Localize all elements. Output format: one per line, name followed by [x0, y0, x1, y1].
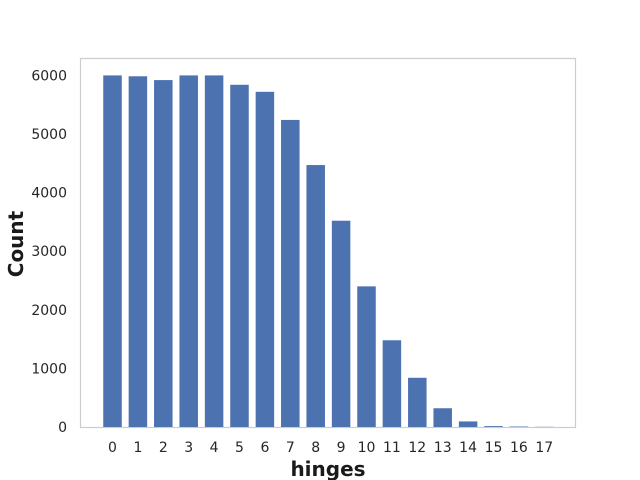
bar-4: [204, 75, 224, 428]
bar-6: [255, 91, 275, 427]
x-tick-label-16: 16: [510, 440, 528, 456]
x-tick-label-14: 14: [459, 440, 477, 456]
y-tick-label-4000: 4000: [31, 186, 67, 202]
y-tick-label-2000: 2000: [31, 303, 67, 319]
x-tick-label-12: 12: [408, 440, 426, 456]
x-tick-label-6: 6: [260, 440, 269, 456]
y-tick-label-0: 0: [58, 420, 67, 436]
x-axis-label: hinges: [290, 457, 365, 480]
bar-15: [484, 426, 503, 427]
bars-group: [103, 75, 554, 428]
bar-5: [230, 84, 249, 427]
x-tick-label-17: 17: [535, 440, 553, 456]
x-tick-labels: 0 1 2 3 4 5 6 7 8 9 10 11 12 13 14 15 16 17: [108, 440, 553, 456]
bar-14: [458, 421, 478, 427]
bar-11: [382, 340, 402, 427]
x-tick-label-4: 4: [210, 440, 219, 456]
x-tick-label-2: 2: [159, 440, 168, 456]
x-tick-label-8: 8: [311, 440, 320, 456]
bar-7: [281, 119, 300, 427]
y-tick-label-1000: 1000: [31, 361, 67, 377]
x-tick-label-1: 1: [133, 440, 142, 456]
x-tick-label-13: 13: [434, 440, 452, 456]
x-tick-label-0: 0: [108, 440, 117, 456]
y-tick-labels: 0 1000 2000 3000 4000 5000 6000: [31, 68, 67, 436]
x-tick-label-11: 11: [383, 440, 401, 456]
x-tick-label-7: 7: [286, 440, 295, 456]
x-tick-label-15: 15: [485, 440, 503, 456]
bar-3: [179, 75, 198, 428]
bar-1: [128, 76, 148, 427]
x-tick-label-3: 3: [184, 440, 193, 456]
bar-9: [331, 220, 351, 427]
bar-13: [433, 408, 452, 427]
y-axis-label: Count: [4, 210, 28, 277]
plot-frame: [79, 57, 577, 429]
bar-12: [408, 377, 427, 427]
bar-0: [103, 75, 122, 428]
x-tick-label-5: 5: [235, 440, 244, 456]
y-tick-label-5000: 5000: [31, 127, 67, 143]
y-tick-label-3000: 3000: [31, 244, 67, 260]
bar-8: [306, 165, 325, 427]
x-tick-label-9: 9: [337, 440, 346, 456]
bar-10: [357, 286, 376, 427]
bar-2: [154, 80, 173, 427]
x-tick-label-10: 10: [358, 440, 376, 456]
y-tick-label-6000: 6000: [31, 68, 67, 84]
